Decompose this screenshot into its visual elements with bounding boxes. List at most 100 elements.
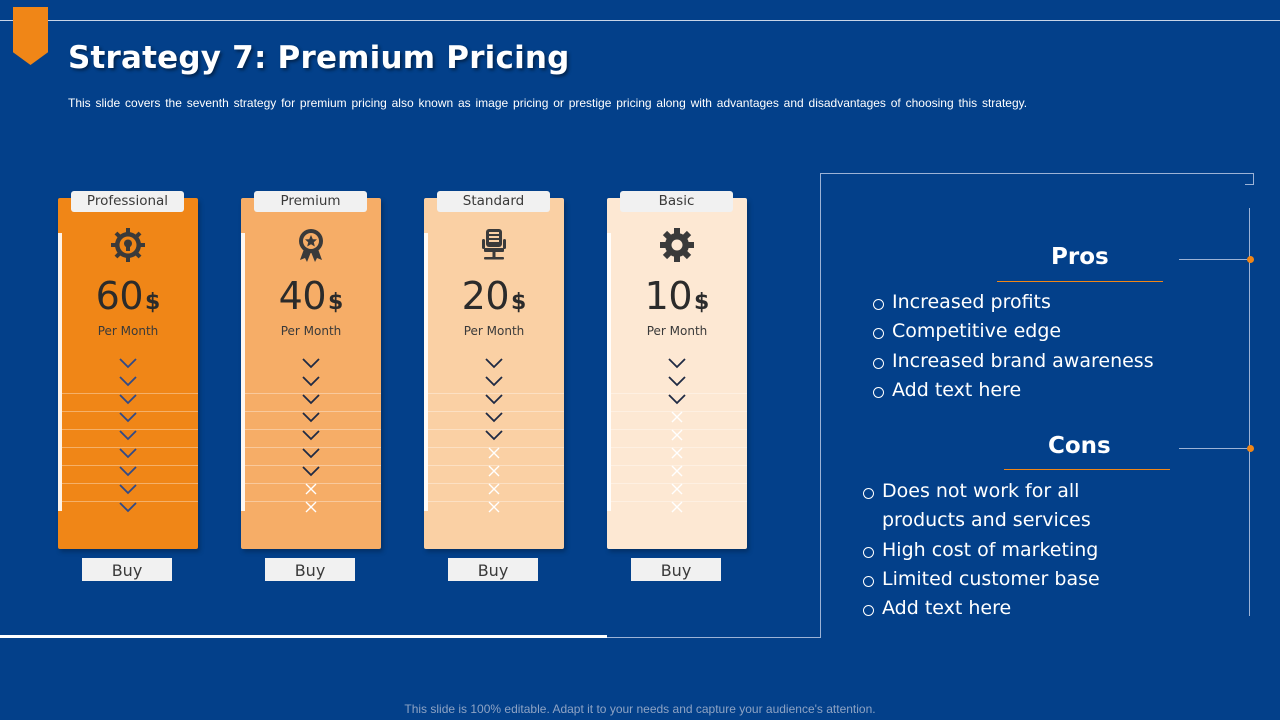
pros-underline	[997, 281, 1163, 282]
card-edge	[241, 233, 245, 511]
feature-divider	[245, 465, 381, 466]
feature-divider	[611, 411, 747, 412]
feature-check-row	[607, 372, 747, 390]
bullet-icon	[863, 605, 874, 617]
checkmark-icon	[119, 394, 137, 405]
cross-icon	[671, 411, 683, 423]
buy-button-basic[interactable]: Buy	[631, 558, 721, 581]
buy-button-standard[interactable]: Buy	[448, 558, 538, 581]
frame-corner-tick	[1245, 184, 1254, 185]
cons-title: Cons	[1048, 433, 1111, 459]
feature-cross-row	[607, 426, 747, 444]
feature-divider	[62, 393, 198, 394]
cons-connector	[1179, 448, 1251, 449]
checkmark-icon	[485, 430, 503, 441]
feature-check-row	[58, 354, 198, 372]
gear-icon	[660, 228, 694, 262]
checkmark-icon	[485, 358, 503, 369]
cons-connector-dot	[1247, 445, 1254, 452]
cross-icon	[305, 483, 317, 495]
frame-left-line	[820, 173, 821, 638]
pros-item: Increased profits	[873, 288, 1154, 317]
price-amount: 20	[461, 274, 510, 318]
feature-marks	[607, 354, 747, 516]
cross-icon	[488, 465, 500, 477]
pros-item: Add text here	[873, 376, 1154, 405]
feature-divider	[245, 483, 381, 484]
pros-connector-dot	[1247, 256, 1254, 263]
cross-icon	[488, 447, 500, 459]
checkmark-icon	[485, 394, 503, 405]
price-currency: $	[694, 290, 710, 315]
feature-check-row	[424, 390, 564, 408]
feature-divider	[62, 447, 198, 448]
checkmark-icon	[119, 502, 137, 513]
feature-check-row	[241, 408, 381, 426]
checkmark-icon	[668, 358, 686, 369]
checkmark-icon	[302, 466, 320, 477]
card-edge	[424, 233, 428, 511]
checkmark-icon	[302, 430, 320, 441]
feature-marks	[424, 354, 564, 516]
feature-cross-row	[607, 444, 747, 462]
cons-item: High cost of marketing	[863, 536, 1123, 565]
office-chair-icon	[482, 229, 506, 260]
feature-cross-row	[424, 444, 564, 462]
price-amount: 40	[278, 274, 327, 318]
bullet-icon	[863, 488, 874, 499]
feature-check-row	[58, 498, 198, 516]
cross-icon	[671, 483, 683, 495]
pricing-card-professional: Professional 60$ Per Month	[58, 191, 198, 549]
checkmark-icon	[302, 412, 320, 423]
feature-divider	[611, 483, 747, 484]
feature-check-row	[241, 462, 381, 480]
pros-item: Competitive edge	[873, 317, 1154, 346]
pricing-card-premium: Premium 40$ Per Month	[241, 191, 381, 549]
plan-price: 60$	[58, 274, 198, 318]
feature-check-row	[241, 372, 381, 390]
checkmark-icon	[119, 448, 137, 459]
feature-divider	[611, 429, 747, 430]
feature-divider	[428, 483, 564, 484]
feature-divider	[62, 483, 198, 484]
feature-cross-row	[424, 498, 564, 516]
feature-cross-row	[607, 498, 747, 516]
price-currency: $	[328, 290, 344, 315]
frame-bottom-line	[607, 637, 821, 638]
gear-bulb-icon	[111, 228, 145, 262]
checkmark-icon	[302, 358, 320, 369]
plan-price: 10$	[607, 274, 747, 318]
feature-divider	[428, 501, 564, 502]
frame-right-line	[1249, 208, 1250, 616]
feature-cross-row	[607, 480, 747, 498]
plan-price: 20$	[424, 274, 564, 318]
bullet-icon	[873, 299, 884, 310]
price-amount: 60	[95, 274, 144, 318]
feature-divider	[245, 393, 381, 394]
feature-divider	[611, 465, 747, 466]
feature-check-row	[424, 426, 564, 444]
feature-marks	[241, 354, 381, 516]
cross-icon	[488, 483, 500, 495]
bullet-icon	[863, 575, 874, 587]
buy-button-professional[interactable]: Buy	[82, 558, 172, 581]
feature-check-row	[424, 372, 564, 390]
feature-divider	[611, 393, 747, 394]
checkmark-icon	[668, 394, 686, 405]
checkmark-icon	[485, 412, 503, 423]
feature-divider	[62, 465, 198, 466]
feature-check-row	[58, 372, 198, 390]
feature-divider	[245, 429, 381, 430]
feature-check-row	[607, 390, 747, 408]
feature-check-row	[58, 390, 198, 408]
cons-underline	[1004, 469, 1170, 470]
checkmark-icon	[302, 394, 320, 405]
pros-title: Pros	[1051, 244, 1109, 270]
price-currency: $	[511, 290, 527, 315]
checkmark-icon	[119, 376, 137, 387]
cross-icon	[671, 447, 683, 459]
buy-button-premium[interactable]: Buy	[265, 558, 355, 581]
feature-check-row	[58, 462, 198, 480]
feature-cross-row	[424, 480, 564, 498]
price-period: Per Month	[280, 324, 342, 338]
